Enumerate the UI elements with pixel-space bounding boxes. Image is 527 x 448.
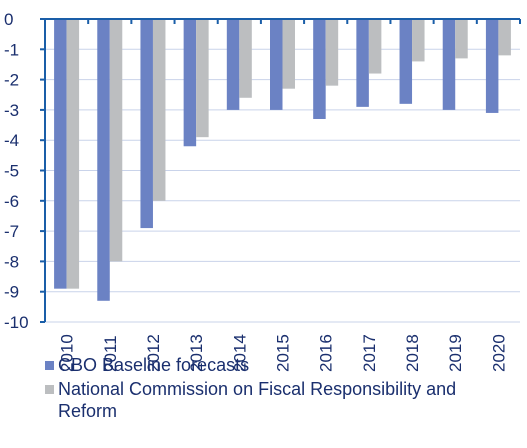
legend-item-commission: National Commission on Fiscal Responsibi…: [45, 378, 515, 422]
bar-commission: [196, 19, 209, 138]
x-tick-label: 2020: [489, 334, 508, 372]
bar-cbo: [399, 19, 413, 104]
bars: [54, 19, 511, 301]
y-tick-label: -9: [4, 283, 19, 302]
bar-commission: [498, 19, 511, 56]
legend-label-cbo: CBO Baseline forecasts: [58, 355, 250, 375]
y-tick-label: -1: [4, 40, 19, 59]
y-tick-label: -3: [4, 101, 19, 120]
x-tick-label: 2016: [317, 334, 336, 372]
x-tick-label: 2013: [187, 334, 206, 372]
bar-cbo: [442, 19, 456, 110]
y-tick-label: -7: [4, 222, 19, 241]
y-tick-label: -8: [4, 252, 19, 271]
y-tick-label: -10: [4, 313, 29, 332]
axes: [40, 18, 521, 323]
x-tick-label: 2015: [274, 334, 293, 372]
bar-cbo: [140, 19, 153, 229]
bar-commission: [282, 19, 295, 89]
bar-commission: [368, 19, 382, 74]
bar-commission: [239, 19, 252, 98]
bar-cbo: [485, 19, 499, 113]
y-tick-label: -5: [4, 162, 19, 181]
x-tick-label: 2012: [144, 334, 163, 372]
bar-commission: [109, 19, 123, 262]
x-tick-label: 2014: [230, 334, 249, 372]
bar-cbo: [54, 19, 67, 289]
x-tick-labels: 2010 2011 2012 2013 2014 2015 2016 2017 2018 2019…: [58, 334, 509, 372]
y-tick-label: -6: [4, 192, 19, 211]
legend-swatch-commission: [45, 385, 54, 394]
bar-cbo: [97, 19, 110, 301]
bar-commission: [455, 19, 468, 59]
bar-cbo: [356, 19, 369, 107]
bar-cbo: [183, 19, 197, 147]
bar-commission: [325, 19, 339, 86]
x-tick-label: 2010: [58, 334, 77, 372]
legend: CBO Baseline forecasts National Commissi…: [45, 354, 515, 424]
x-tick-label: 2011: [101, 335, 120, 372]
bar-cbo: [313, 19, 326, 119]
x-tick-label: 2019: [446, 334, 465, 372]
bar-commission: [412, 19, 425, 62]
legend-item-cbo: CBO Baseline forecasts: [45, 354, 515, 376]
legend-swatch-cbo: [45, 361, 54, 370]
gridlines: [45, 48, 520, 323]
legend-label-commission: National Commission on Fiscal Responsibi…: [58, 379, 457, 421]
y-tick-label: 0: [4, 10, 13, 29]
x-tick-label: 2017: [360, 334, 379, 372]
bar-cbo: [270, 19, 283, 110]
y-tick-label: -4: [4, 131, 19, 150]
y-tick-label: -2: [4, 71, 19, 90]
bar-commission: [66, 19, 80, 289]
x-tick-label: 2018: [403, 334, 422, 372]
bar-commission: [152, 19, 166, 201]
bar-cbo: [226, 19, 240, 110]
y-tick-labels: 0 -1 -2 -3 -4 -5 -6 -7 -8 -9 -10: [4, 10, 29, 332]
